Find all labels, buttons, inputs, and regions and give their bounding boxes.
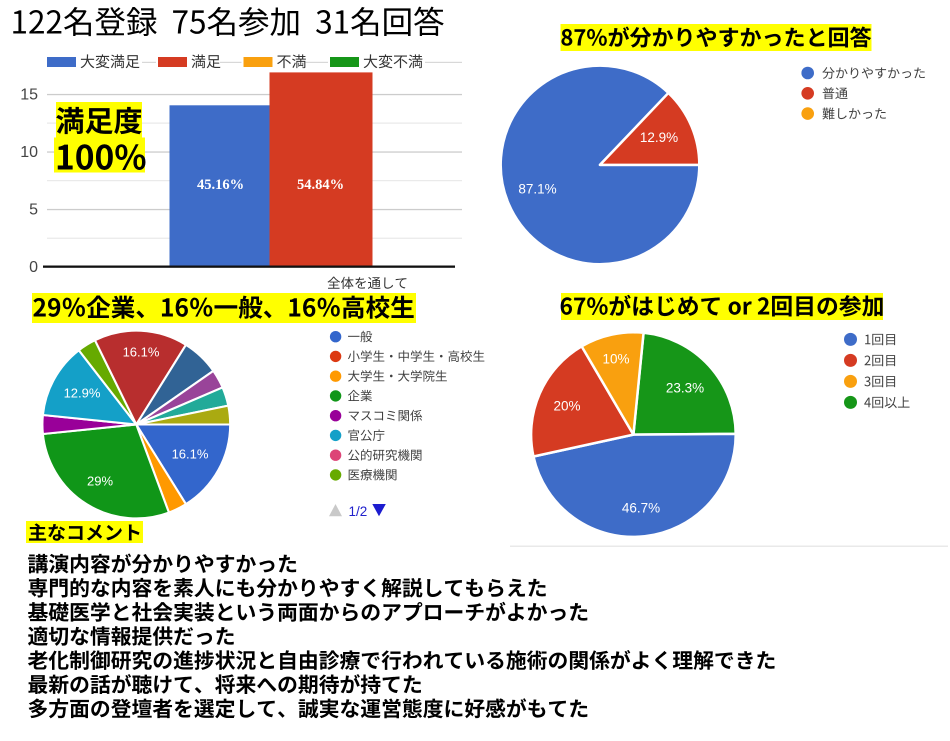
svg-text:1/2: 1/2 bbox=[349, 504, 368, 519]
svg-text:23.3%: 23.3% bbox=[666, 381, 704, 396]
svg-text:15: 15 bbox=[20, 86, 38, 103]
svg-text:45.16%: 45.16% bbox=[197, 177, 244, 193]
svg-text:87.1%: 87.1% bbox=[518, 182, 556, 197]
svg-text:16.1%: 16.1% bbox=[172, 447, 209, 462]
svg-text:12.9%: 12.9% bbox=[64, 386, 101, 401]
svg-text:46.7%: 46.7% bbox=[622, 501, 660, 516]
svg-text:0: 0 bbox=[29, 259, 38, 276]
svg-text:5: 5 bbox=[29, 201, 38, 218]
svg-text:20%: 20% bbox=[553, 399, 580, 414]
svg-text:12.9%: 12.9% bbox=[640, 130, 678, 145]
svg-text:10%: 10% bbox=[602, 352, 629, 367]
svg-text:29%: 29% bbox=[87, 474, 113, 489]
svg-text:54.84%: 54.84% bbox=[297, 177, 344, 193]
svg-text:10: 10 bbox=[20, 144, 38, 161]
svg-text:16.1%: 16.1% bbox=[123, 345, 160, 360]
